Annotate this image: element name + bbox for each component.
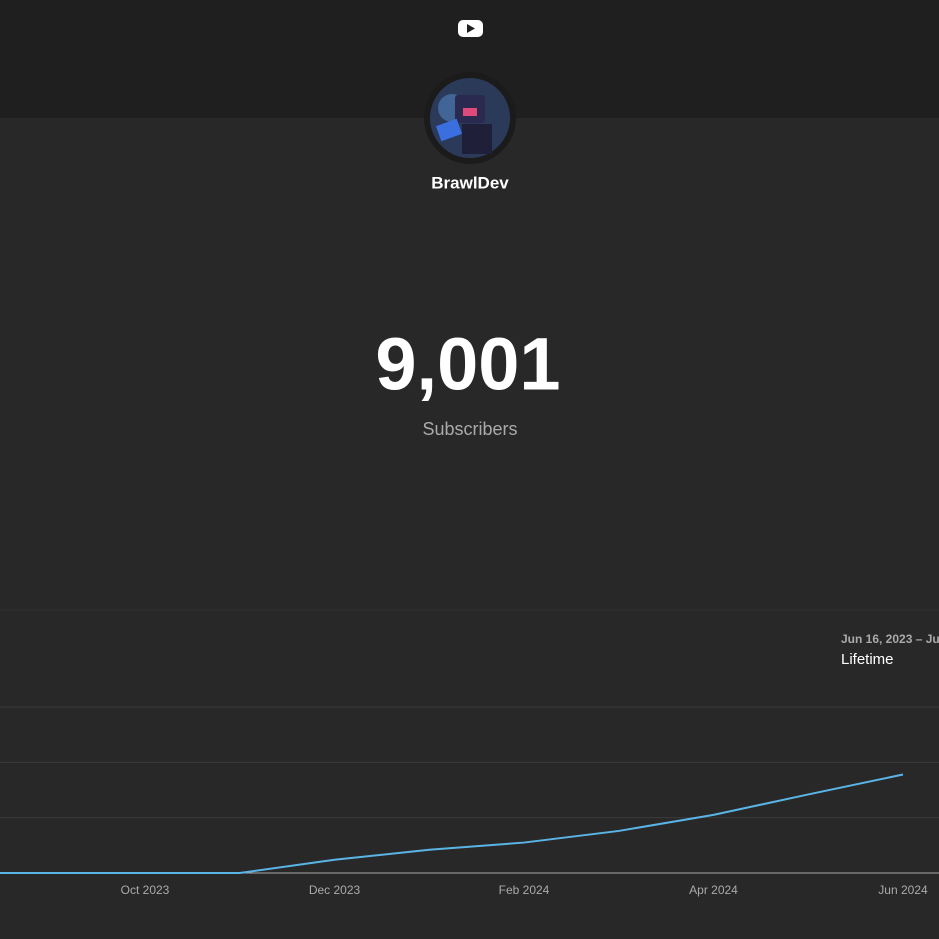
x-tick-label: Jun 2024 [878, 883, 928, 897]
x-tick-label: Dec 2023 [309, 883, 361, 897]
avatar-mouth [463, 108, 477, 116]
avatar[interactable] [424, 72, 516, 164]
x-tick-label: Feb 2024 [499, 883, 550, 897]
period: Lifetime [841, 651, 894, 668]
logo-play [467, 24, 475, 33]
avatar-body [462, 124, 492, 154]
channel-name: BrawlDev [431, 173, 509, 192]
x-tick-label: Oct 2023 [121, 883, 170, 897]
avatar-book [435, 118, 463, 142]
date-range: Jun 16, 2023 – Ju [841, 632, 939, 646]
subscriber-line [0, 773, 904, 874]
x-tick-label: Apr 2024 [689, 883, 738, 897]
subscriber-count: 9,001 [375, 323, 560, 406]
youtube-logo[interactable] [458, 20, 483, 37]
subscriber-label: Subscribers [422, 419, 517, 439]
